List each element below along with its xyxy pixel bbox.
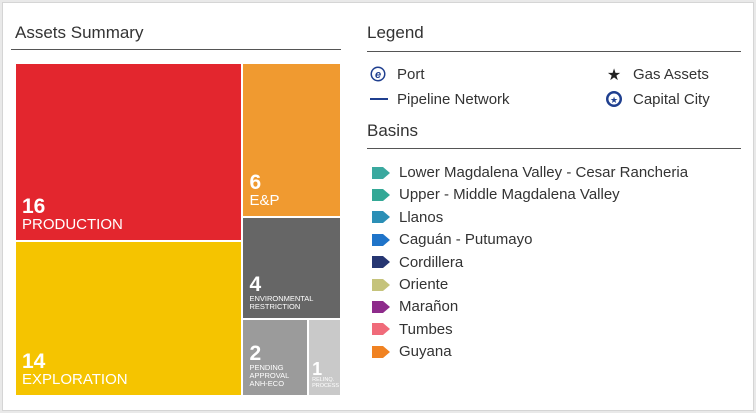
basin-item: Lower Magdalena Valley - Cesar Rancheria: [371, 164, 688, 181]
basin-marker: [371, 345, 391, 359]
cell-value: 6: [249, 170, 262, 194]
legend-item: e Port: [369, 65, 425, 83]
basin-label: Guyana: [399, 343, 452, 361]
summary-title: Assets Summary: [15, 23, 144, 42]
basin-label: Caguán - Putumayo: [399, 231, 533, 249]
marker: [372, 300, 390, 313]
legend-label: Port: [397, 65, 425, 83]
cell-label: E&P: [249, 191, 280, 209]
legend-icon: ★: [605, 65, 625, 83]
marker: [372, 211, 390, 224]
marker: [372, 166, 390, 179]
basins-title: Basins: [367, 121, 419, 140]
svg-text:★: ★: [607, 67, 621, 83]
basin-item: Tumbes: [371, 321, 453, 338]
treemap-cell: 6 E&P: [242, 63, 341, 217]
legend-icon: [369, 90, 389, 108]
basin-marker: [371, 233, 391, 247]
marker: [372, 278, 390, 291]
svg-text:e: e: [375, 69, 381, 81]
marker: [372, 256, 390, 269]
marker: [372, 233, 390, 246]
basin-item: Llanos: [371, 209, 443, 226]
cell-label: EXPLORATION: [22, 371, 128, 389]
cell-label: RELINQ. PROCESS: [312, 377, 340, 390]
cell-label: PRODUCTION: [22, 215, 123, 233]
legend-item: ★ Gas Assets: [605, 65, 709, 84]
treemap: 16 PRODUCTION 14 EXPLORATION 6 E&P 4 ENVIRONMEN…: [15, 63, 341, 396]
basin-label: Tumbes: [399, 320, 453, 338]
icon: ★: [606, 91, 622, 107]
basin-item: Oriente: [371, 276, 448, 293]
basin-label: Oriente: [399, 276, 449, 293]
marker: [372, 188, 390, 201]
basin-marker: [371, 278, 391, 292]
basin-marker: [371, 188, 391, 202]
basin-item: Caguán - Putumayo: [371, 231, 532, 248]
legend-icon: e: [369, 65, 389, 83]
basin-item: Cordillera: [371, 254, 463, 271]
marker: [372, 323, 390, 336]
cell-value: 4: [249, 273, 262, 297]
basin-label: Cordillera: [399, 253, 464, 271]
basin-label: Lower Magdalena Valley - Cesar Rancheria: [399, 164, 689, 181]
icon: ★: [607, 67, 621, 83]
legend-label: Capital City: [633, 90, 710, 108]
icon: [370, 98, 388, 100]
legend-label: Gas Assets: [633, 65, 709, 83]
basin-item: Guyana: [371, 343, 452, 360]
treemap-cell: 16 PRODUCTION: [15, 63, 243, 241]
legend-item: ★ Capital City: [605, 90, 710, 108]
cell-label: ENVIRONMENTAL RESTRICTION: [249, 294, 314, 312]
cell-label: PENDING APPROVAL ANH-ECO: [249, 363, 290, 389]
cell-value: 14: [22, 350, 46, 374]
legend-item: Pipeline Network: [369, 90, 510, 108]
basin-marker: [371, 255, 391, 269]
treemap-cell: 4 ENVIRONMENTAL RESTRICTION: [242, 216, 341, 320]
basin-marker: [371, 322, 391, 336]
rule: [367, 51, 741, 52]
cell-value: 1: [312, 359, 323, 380]
basin-item: Upper - Middle Magdalena Valley: [371, 186, 620, 203]
treemap-cell: 2 PENDING APPROVAL ANH-ECO: [242, 319, 309, 396]
cell-value: 2: [249, 342, 262, 366]
treemap-cell: 14 EXPLORATION: [15, 240, 243, 396]
legend-icon: ★: [605, 90, 625, 108]
basin-label: Llanos: [399, 208, 444, 226]
legend-label: Pipeline Network: [397, 90, 510, 108]
basin-item: Marañon: [371, 298, 458, 315]
rule: [11, 49, 341, 50]
basin-marker: [371, 300, 391, 314]
rule: [367, 148, 741, 149]
basin-marker: [371, 166, 391, 180]
basin-marker: [371, 210, 391, 224]
treemap-cell: 1 RELINQ. PROCESS: [308, 319, 341, 396]
basin-label: Upper - Middle Magdalena Valley: [399, 186, 620, 204]
svg-text:★: ★: [610, 95, 618, 105]
icon: e: [370, 66, 386, 82]
cell-value: 16: [22, 194, 46, 218]
basin-label: Marañon: [399, 298, 459, 316]
legend-title: Legend: [367, 23, 424, 42]
marker: [372, 345, 390, 358]
